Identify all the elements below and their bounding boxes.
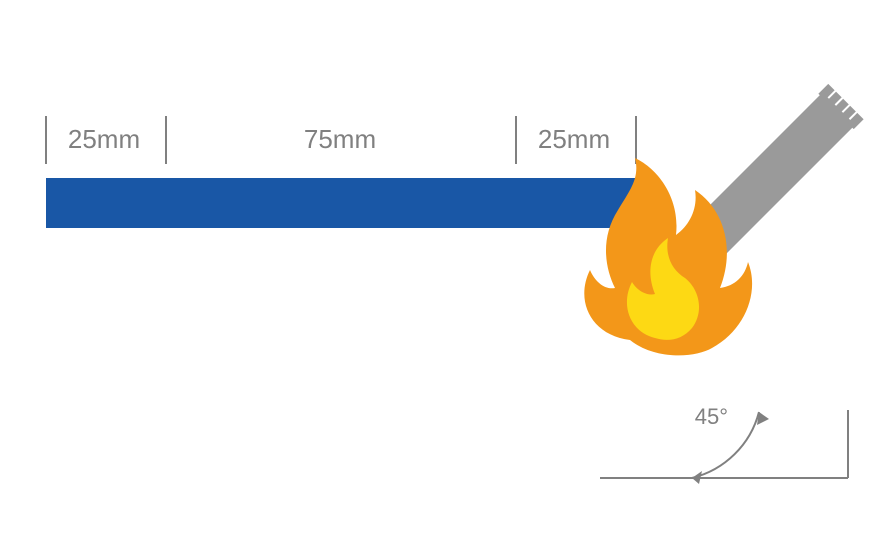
segment-label-left: 25mm [68, 124, 140, 154]
segment-label-middle: 75mm [304, 124, 376, 154]
angle-arrow-bottom [692, 471, 702, 484]
angle-indicator: 45° [600, 404, 848, 484]
specimen-bar [46, 178, 636, 228]
diagram-svg: 25mm 75mm 25mm [0, 0, 880, 540]
angle-label: 45° [695, 404, 728, 429]
angle-arrow-top [757, 412, 769, 425]
flame-test-diagram: 25mm 75mm 25mm [0, 0, 880, 540]
segment-label-right: 25mm [538, 124, 610, 154]
